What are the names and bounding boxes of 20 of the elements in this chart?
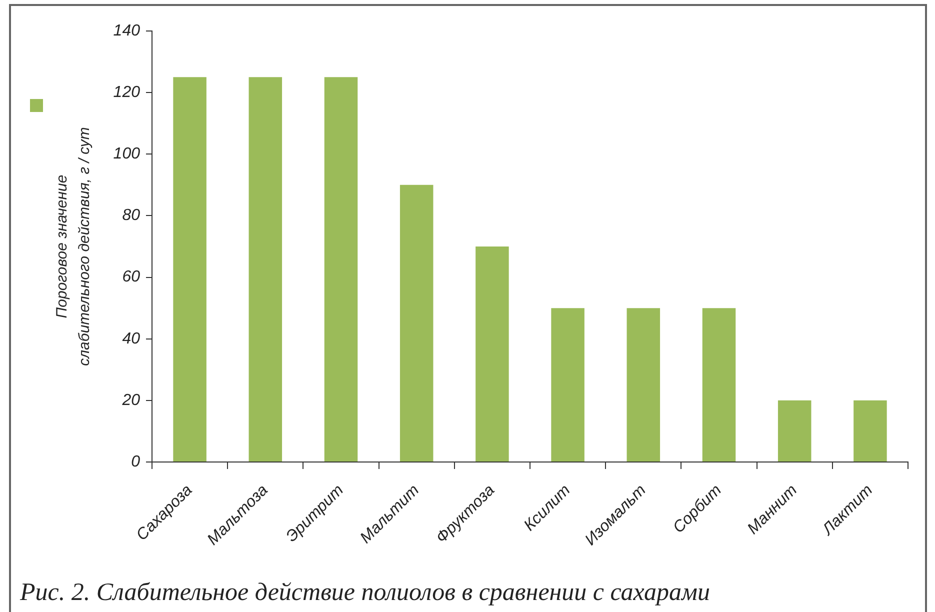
bar [626,308,660,462]
bar [476,246,509,462]
bar [324,77,358,462]
y-axis-title: Пороговое значение слабительного действия, г / сут [53,127,93,366]
bar [551,308,584,462]
bar [778,400,812,462]
y-tick-label: 140 [113,22,140,40]
y-tick-label: 20 [121,392,140,409]
y-tick-label: 40 [122,330,140,348]
bar [854,400,887,462]
text: Рис. 2. Слабительное действие полиолов в сравнении с сахарами [20,579,710,607]
bar [248,77,282,462]
y-tick-label: 100 [113,146,140,163]
bar [400,184,434,462]
y-tick-label: 120 [113,84,140,102]
bar [173,77,206,462]
bar [702,308,736,462]
y-tick-label: 60 [122,268,140,286]
y-tick-label: 0 [131,453,140,470]
y-tick-label: 80 [122,207,140,224]
